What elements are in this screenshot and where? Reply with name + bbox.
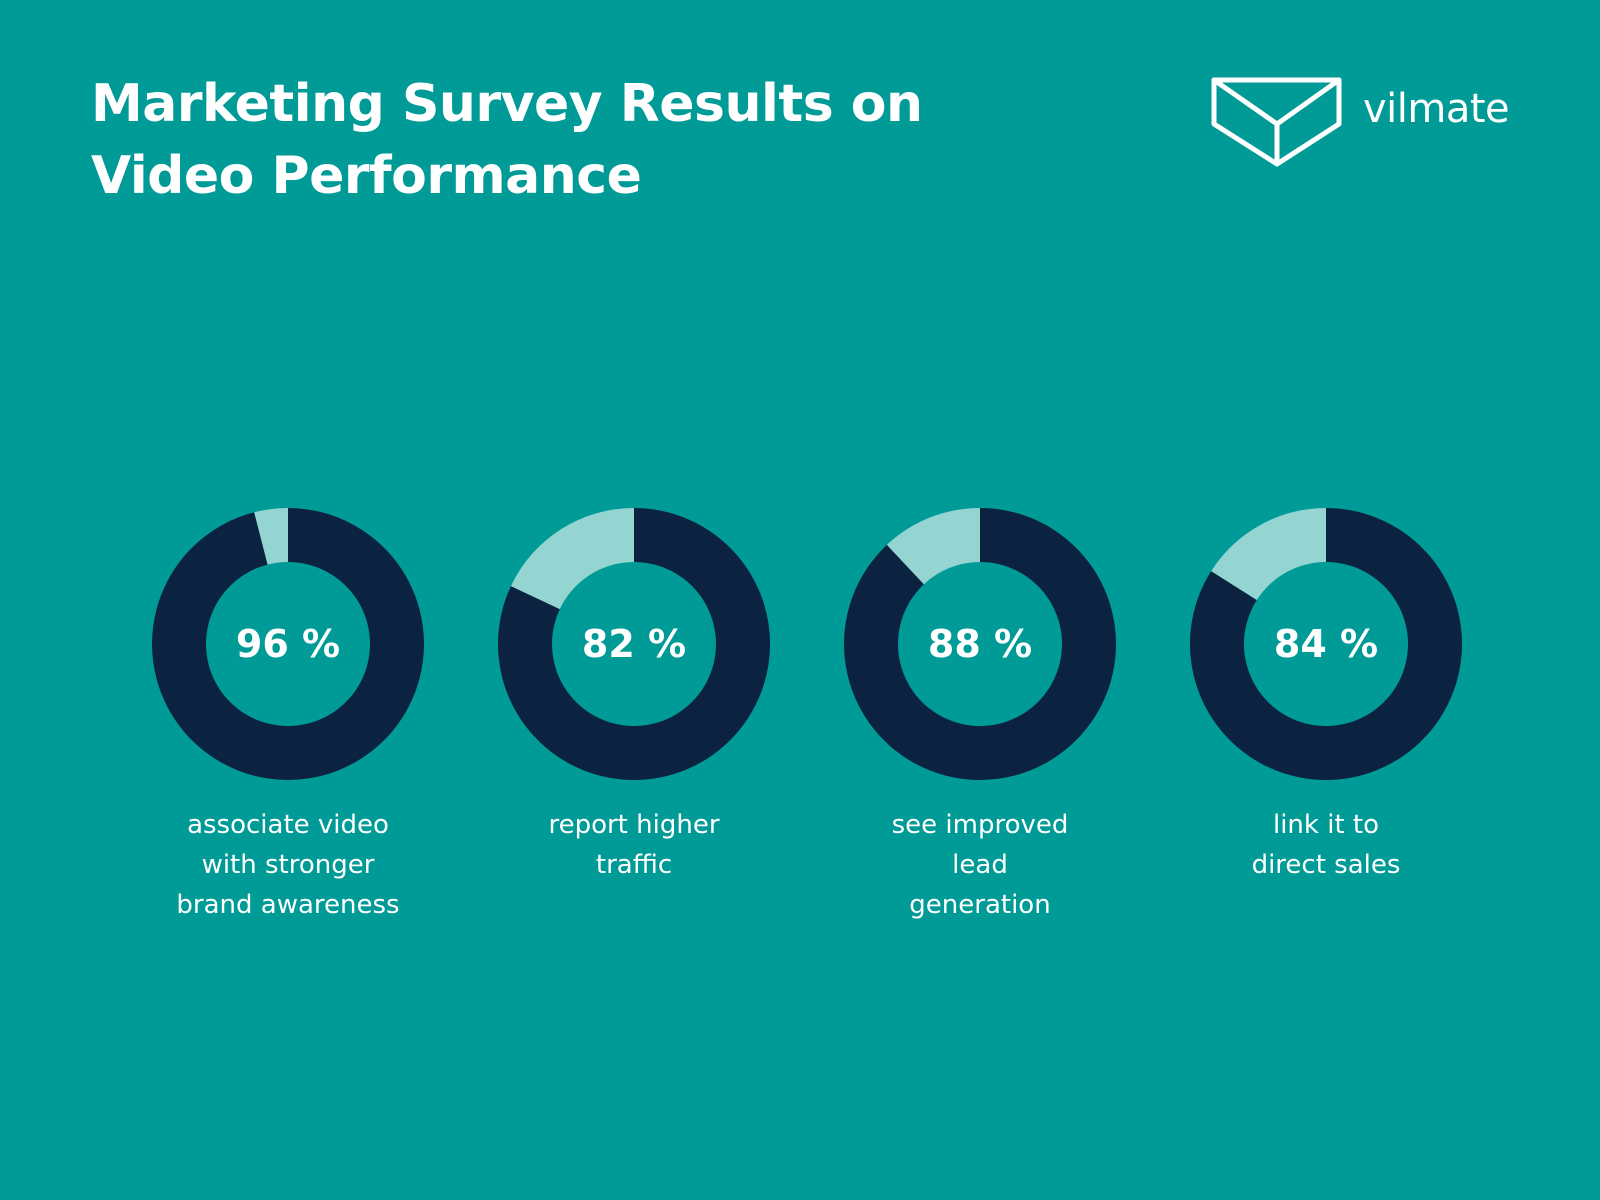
donut-slice-remainder — [510, 508, 634, 610]
donut-value-label: 82 % — [581, 622, 687, 666]
donut-chart-4: 84 % — [1190, 508, 1462, 780]
donut-svg — [1190, 508, 1462, 780]
donut-chart-2: 82 % — [498, 508, 770, 780]
donut-slice-value — [844, 508, 1116, 780]
donut-slice-remainder — [886, 508, 980, 585]
donut-caption: link it to direct sales — [1251, 810, 1401, 880]
donut-caption: associate video with stronger brand awar… — [176, 810, 400, 920]
donut-caption: see improved lead generation — [891, 810, 1069, 920]
donut-chart-3: 88 % — [844, 508, 1116, 780]
donut-caption: report higher traffic — [548, 810, 720, 880]
donut-svg — [498, 508, 770, 780]
donut-svg — [844, 508, 1116, 780]
donut-slice-remainder — [1211, 508, 1326, 601]
donut-value-label: 84 % — [1273, 622, 1379, 666]
donut-value-label: 88 % — [927, 622, 1033, 666]
donut-chart-1: 96 % — [152, 508, 424, 780]
logo-text: vilmate — [1363, 86, 1510, 132]
donut-slice-remainder — [254, 508, 288, 565]
page-title: Marketing Survey Results on Video Perfor… — [91, 74, 923, 206]
donut-svg — [152, 508, 424, 780]
donut-slice-value — [152, 508, 424, 780]
brand-logo: vilmate — [1211, 76, 1531, 172]
envelope-box-icon — [1211, 77, 1342, 167]
donut-slice-value — [498, 508, 770, 780]
donut-value-label: 96 % — [235, 622, 341, 666]
donut-slice-value — [1190, 508, 1462, 780]
